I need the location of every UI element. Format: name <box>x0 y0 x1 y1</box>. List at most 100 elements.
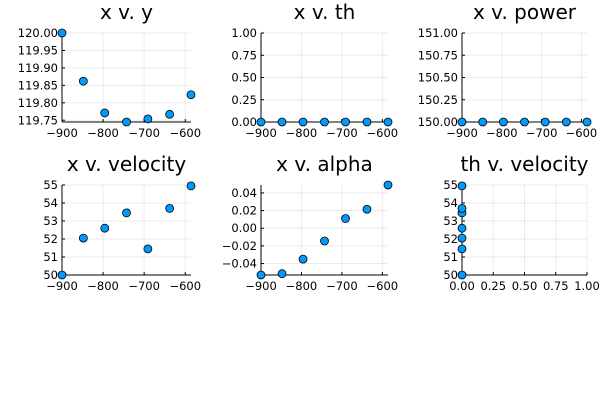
y-tick-label: 119.85 <box>18 78 58 92</box>
y-tick-label: 50 <box>43 268 58 282</box>
y-tick-label: 0.02 <box>231 204 257 218</box>
x-tick-label: −700 <box>128 126 160 140</box>
data-point <box>100 223 110 233</box>
data-point <box>122 117 131 127</box>
x-tick-label: 0.00 <box>449 279 475 293</box>
data-point <box>277 269 287 279</box>
x-tick-label: −700 <box>526 126 558 140</box>
y-tick-label: 1.00 <box>231 26 257 40</box>
y-tick-label: 51 <box>443 250 458 264</box>
y-tick-label: −0.02 <box>222 239 257 253</box>
data-point <box>165 109 175 119</box>
y-tick-label: 0.00 <box>231 221 257 235</box>
data-point <box>320 117 329 127</box>
data-point <box>520 117 529 127</box>
subplot-title: x v. alpha <box>276 152 373 176</box>
x-tick-label: −800 <box>286 279 318 293</box>
y-tick-label: 50 <box>443 268 458 282</box>
y-tick-label: 120.00 <box>18 26 58 40</box>
x-tick-label: −800 <box>286 126 318 140</box>
y-tick-label: 51 <box>43 250 58 264</box>
data-point <box>582 117 592 127</box>
data-point <box>540 117 550 127</box>
y-tick-label: 119.95 <box>18 43 58 57</box>
data-point <box>362 204 372 214</box>
data-point <box>143 114 153 124</box>
subplot-1: x v. y −900 −800 −700 −600 119.75 119.80 119.85… <box>18 0 201 140</box>
x-tick-label: −600 <box>367 279 399 293</box>
data-point <box>320 236 329 246</box>
data-point <box>457 181 467 191</box>
y-tick-label: 119.80 <box>18 96 58 110</box>
x-tick-label: −900 <box>46 126 78 140</box>
data-point <box>499 117 508 127</box>
data-point <box>256 270 266 280</box>
y-tick-label: 52 <box>43 232 58 246</box>
y-tick-label: −0.04 <box>222 257 257 271</box>
x-tick-label: −700 <box>326 126 358 140</box>
subplot-4: x v. velocity −900 −800 −700 −600 50 51 52 53 54 5… <box>43 152 201 293</box>
subplot-2: x v. th −900 −800 −700 −600 0.00 0.25 0.50 0.75 1… <box>231 0 398 140</box>
x-tick-label: −800 <box>87 279 119 293</box>
data-point <box>277 117 287 127</box>
x-tick-label: −700 <box>326 279 358 293</box>
x-tick-label: −900 <box>46 279 78 293</box>
subplot-title: x v. y <box>100 0 153 24</box>
data-point <box>100 108 110 118</box>
x-tick-label: −600 <box>169 126 201 140</box>
x-tick-label: −600 <box>566 126 598 140</box>
y-tick-label: 0.04 <box>231 186 257 200</box>
subplot-title: x v. power <box>473 0 577 24</box>
y-tick-label: 150.50 <box>418 71 458 85</box>
x-tick-label: −900 <box>446 126 478 140</box>
data-point <box>383 180 393 190</box>
y-tick-label: 0.50 <box>231 71 257 85</box>
data-point <box>341 214 350 223</box>
y-tick-label: 53 <box>43 214 58 228</box>
data-point <box>383 117 393 127</box>
y-tick-label: 55 <box>443 178 458 192</box>
data-point <box>457 244 467 254</box>
data-point <box>186 90 196 100</box>
y-tick-label: 53 <box>443 214 458 228</box>
x-tick-label: −700 <box>128 279 160 293</box>
x-tick-label: 0.75 <box>543 279 569 293</box>
subplot-title: th v. velocity <box>460 152 588 176</box>
subplot-3: x v. power −900 −800 −700 −600 150.00 150.25 15… <box>418 0 597 140</box>
y-tick-label: 0.75 <box>231 48 257 62</box>
y-tick-label: 150.75 <box>418 48 458 62</box>
subplot-title: x v. th <box>294 0 356 24</box>
data-point <box>78 233 88 243</box>
y-tick-label: 150.00 <box>418 115 458 129</box>
x-tick-label: −900 <box>245 279 277 293</box>
data-point <box>57 270 67 280</box>
x-tick-label: 0.25 <box>480 279 506 293</box>
data-point <box>78 76 88 86</box>
y-tick-label: 52 <box>443 232 458 246</box>
subplot-title: x v. velocity <box>67 152 187 176</box>
data-point <box>122 208 131 218</box>
data-point <box>457 117 467 127</box>
data-point <box>341 117 350 127</box>
y-tick-label: 54 <box>443 196 458 210</box>
data-point <box>561 117 571 127</box>
y-tick-label: 119.90 <box>18 61 58 75</box>
y-tick-label: 119.75 <box>18 113 58 127</box>
data-point <box>256 117 266 127</box>
data-point <box>457 203 467 213</box>
data-point <box>457 223 467 233</box>
x-tick-label: 0.50 <box>512 279 538 293</box>
data-point <box>362 117 372 127</box>
y-tick-label: 54 <box>43 196 58 210</box>
x-tick-label: −600 <box>367 126 399 140</box>
data-point <box>457 233 467 243</box>
y-tick-label: 0.00 <box>231 115 257 129</box>
x-tick-label: −800 <box>87 126 119 140</box>
data-point <box>57 28 67 38</box>
data-point <box>186 181 196 191</box>
data-point <box>457 270 467 280</box>
y-tick-label: 151.00 <box>418 26 458 40</box>
y-tick-label: 150.25 <box>418 93 458 107</box>
data-point <box>478 117 488 127</box>
